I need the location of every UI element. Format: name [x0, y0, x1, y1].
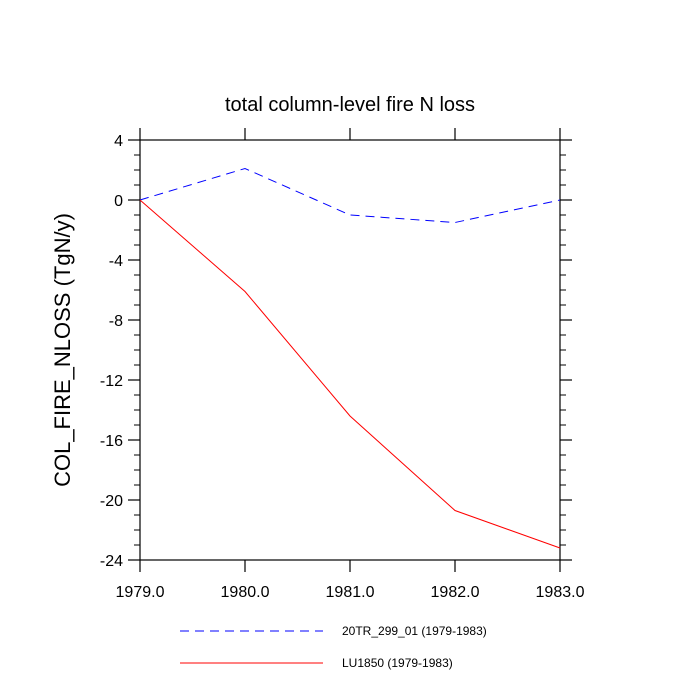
y-tick-label: -20: [100, 493, 123, 510]
plot-frame: [139, 139, 561, 561]
x-tick-label: 1981.0: [326, 584, 375, 601]
y-tick-label: -24: [100, 553, 123, 570]
tick-labels: 4 0 -4 -8 -12 -16 -20 -24 1979.0 1980.0 1981.0 1982…: [100, 133, 585, 601]
series-lines: [139, 167, 561, 549]
minor-ticks: [134, 154, 566, 546]
major-ticks: [128, 128, 572, 572]
series-line-2: [139, 199, 561, 549]
y-tick-label: -12: [100, 373, 123, 390]
y-tick-label: -16: [100, 433, 123, 450]
series-line-1: [139, 167, 561, 224]
x-tick-label: 1982.0: [431, 584, 480, 601]
y-tick-label: -8: [109, 313, 123, 330]
legend: 20TR_299_01 (1979-1983) LU1850 (1979-1983…: [180, 624, 487, 670]
legend-label-1: 20TR_299_01 (1979-1983): [342, 624, 487, 638]
x-tick-label: 1980.0: [221, 584, 270, 601]
x-tick-label: 1983.0: [536, 584, 585, 601]
x-tick-label: 1979.0: [116, 584, 165, 601]
legend-label-2: LU1850 (1979-1983): [342, 656, 453, 670]
chart-title: total column-level fire N loss: [225, 94, 475, 116]
y-tick-label: -4: [109, 253, 123, 270]
y-tick-label: 0: [114, 193, 123, 210]
y-tick-label: 4: [114, 133, 123, 150]
y-axis-label: COL_FIRE_NLOSS (TgN/y): [50, 213, 75, 487]
